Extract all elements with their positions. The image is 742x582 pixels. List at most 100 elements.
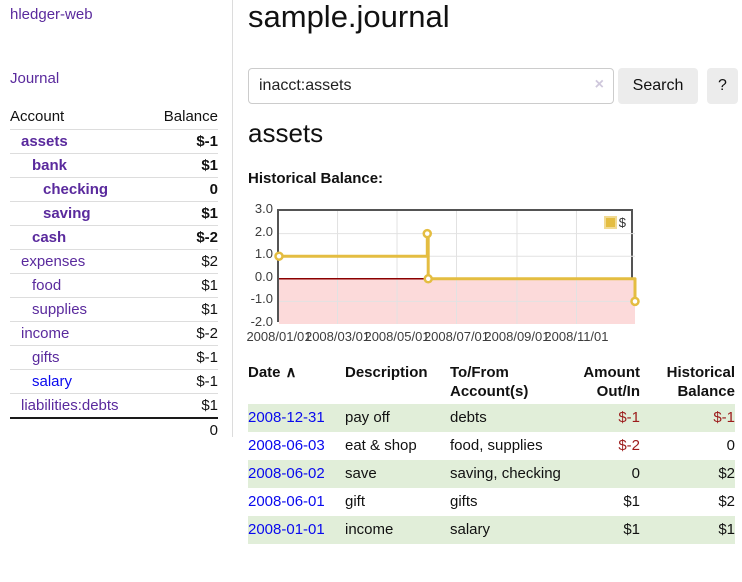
register-row[interactable]: 2008-12-31 pay off debts $-1 $-1 [248, 404, 735, 432]
legend-series-swatch [603, 216, 617, 229]
clear-search-icon[interactable]: × [594, 76, 604, 93]
transaction-balance: $-1 [713, 409, 735, 426]
account-balance: $-1 [148, 129, 218, 154]
transaction-description: save [345, 465, 377, 482]
transaction-description: income [345, 521, 394, 538]
nav-journal-link[interactable]: Journal [10, 70, 60, 87]
page-title: sample.journal [248, 0, 450, 34]
account-link[interactable]: salary [32, 373, 73, 390]
x-axis-tick-label: 2008/03/01 [304, 329, 371, 344]
transaction-accounts: salary [450, 521, 491, 538]
transaction-date-link[interactable]: 2008-06-03 [248, 437, 325, 454]
transaction-amount: $-1 [618, 409, 640, 426]
account-balance: $-1 [148, 345, 218, 370]
search-button[interactable]: Search [618, 68, 698, 104]
register-row[interactable]: 2008-01-01 income salary $1 $1 [248, 516, 735, 544]
account-link[interactable]: expenses [21, 253, 86, 270]
transaction-amount: $1 [623, 521, 640, 538]
account-link[interactable]: bank [32, 157, 68, 174]
register-row[interactable]: 2008-06-01 gift gifts $1 $2 [248, 488, 735, 516]
account-title: assets [248, 118, 324, 148]
x-axis-tick-label: 2008/11/01 [544, 329, 609, 344]
transaction-description: gift [345, 493, 366, 510]
account-link[interactable]: supplies [32, 301, 88, 318]
account-balance: $1 [148, 201, 218, 226]
x-axis-tick-label: 2008/09/01 [484, 329, 550, 344]
transaction-amount: $-2 [618, 437, 640, 454]
chart-legend: $ [601, 214, 628, 231]
account-balance: $1 [148, 297, 218, 322]
register-column-label: Date [248, 364, 281, 381]
accounts-table: Account Balance assets $-1 bank $1 checking 0… [10, 106, 218, 442]
transaction-balance: $1 [718, 521, 735, 538]
account-row: bank $1 [10, 153, 218, 178]
account-balance: $1 [148, 393, 218, 418]
y-axis-tick-label: -2.0 [250, 314, 273, 329]
accounts-header-row: Account Balance [10, 106, 218, 130]
account-row: liabilities:debts $1 [10, 393, 218, 418]
transaction-description: eat & shop [345, 437, 417, 454]
transaction-date-link[interactable]: 2008-12-31 [248, 409, 325, 426]
account-balance: $-2 [148, 321, 218, 346]
account-balance: 0 [148, 177, 218, 202]
x-axis-tick-label: 2008/07/01 [423, 329, 490, 344]
account-balance: $-2 [148, 225, 218, 250]
y-axis-tick-label: 0.0 [254, 268, 273, 284]
search-input[interactable] [248, 68, 614, 104]
transaction-date-link[interactable]: 2008-06-02 [248, 465, 325, 482]
register-column-label: Historical Balance [666, 364, 735, 400]
account-balance: $-1 [148, 369, 218, 394]
account-row: cash $-2 [10, 225, 218, 250]
transaction-balance: $2 [718, 493, 735, 510]
help-button[interactable]: ? [707, 68, 738, 104]
y-axis-tick-label: 1.0 [254, 246, 273, 262]
transaction-amount: $1 [623, 493, 640, 510]
search-box: × [248, 68, 614, 104]
chart-plot-area: $ [274, 209, 640, 324]
account-link[interactable]: checking [43, 181, 109, 198]
transaction-amount: 0 [631, 465, 640, 482]
balance-chart: $3.0 2.0 1.0 0.0 -1.0 -2.0 2008/01/01 2008/03/0… [246, 200, 742, 348]
register-column-header: Historical Balance [640, 362, 735, 404]
main-content: sample.journal × Search ? assets Histori… [246, 0, 742, 582]
account-link[interactable]: gifts [32, 349, 60, 366]
transaction-date-link[interactable]: 2008-01-01 [248, 521, 325, 538]
register-column-header: Description [345, 362, 450, 404]
register-column-label: Description [345, 364, 428, 381]
register-row[interactable]: 2008-06-03 eat & shop food, supplies $-2 0 [248, 432, 735, 460]
account-balance: $1 [148, 273, 218, 298]
register-row[interactable]: 2008-06-02 save saving, checking 0 $2 [248, 460, 735, 488]
sidebar: hledger-web Journal Account Balance asse… [0, 0, 233, 442]
account-link[interactable]: assets [21, 133, 68, 150]
account-link[interactable]: cash [32, 229, 67, 246]
account-balance: $2 [148, 249, 218, 274]
x-axis-tick-label: 2008/05/01 [364, 329, 430, 344]
account-row: checking 0 [10, 177, 218, 202]
accounts-total-balance: 0 [148, 417, 218, 442]
account-row: assets $-1 [10, 129, 218, 154]
account-link[interactable]: liabilities:debts [21, 397, 119, 414]
register-table: Date ∧ Description To/From Account(s) Amount… [248, 362, 735, 544]
account-row: income $-2 [10, 321, 218, 346]
account-link[interactable]: food [32, 277, 62, 294]
register-header-row: Date ∧ Description To/From Account(s) Amount… [248, 362, 735, 404]
transaction-description: pay off [345, 409, 390, 426]
account-row: salary $-1 [10, 369, 218, 394]
account-row: food $1 [10, 273, 218, 298]
register-column-label: To/From Account(s) [450, 364, 529, 400]
register-column-header[interactable]: Date ∧ [248, 362, 345, 404]
search-row: × Search ? [248, 68, 742, 104]
accounts-header-account: Account [10, 108, 65, 125]
account-row: expenses $2 [10, 249, 218, 274]
account-row: gifts $-1 [10, 345, 218, 370]
transaction-accounts: debts [450, 409, 487, 426]
y-axis-tick-label: -1.0 [250, 291, 273, 307]
accounts-total-row: 0 [10, 417, 218, 442]
transaction-date-link[interactable]: 2008-06-01 [248, 493, 325, 510]
app-brand-link[interactable]: hledger-web [10, 6, 93, 23]
account-link[interactable]: income [21, 325, 70, 342]
account-link[interactable]: saving [43, 205, 91, 222]
accounts-header-balance: Balance [163, 108, 218, 125]
chart-label: Historical Balance: [248, 170, 384, 187]
account-row: saving $1 [10, 201, 218, 226]
